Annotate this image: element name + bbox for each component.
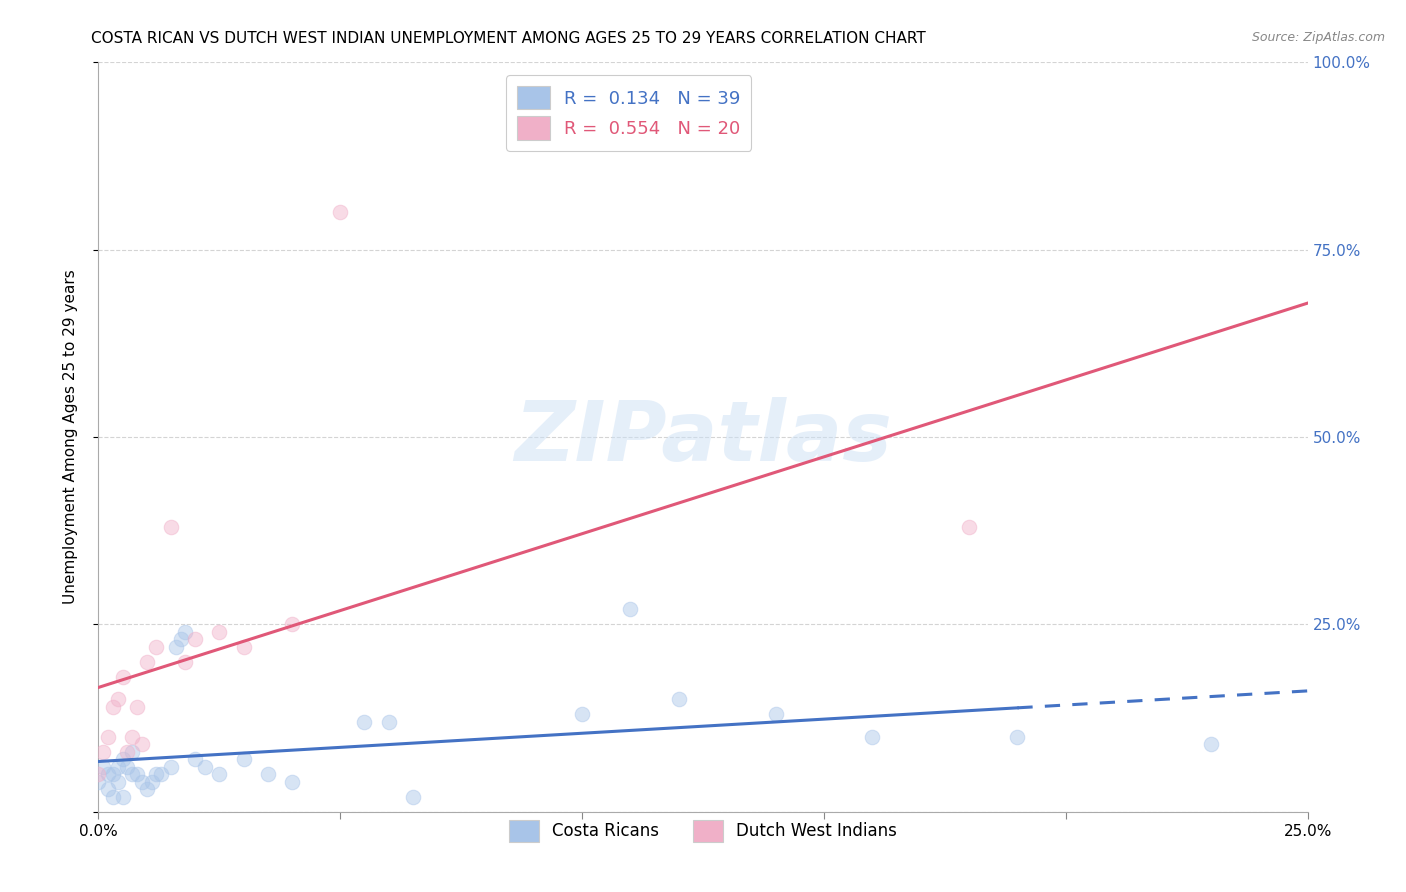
Y-axis label: Unemployment Among Ages 25 to 29 years: Unemployment Among Ages 25 to 29 years	[63, 269, 77, 605]
Point	[135, 782, 157, 797]
Point	[101, 767, 124, 781]
Text: COSTA RICAN VS DUTCH WEST INDIAN UNEMPLOYMENT AMONG AGES 25 TO 29 YEARS CORRELAT: COSTA RICAN VS DUTCH WEST INDIAN UNEMPLO…	[91, 31, 927, 46]
Point	[121, 745, 143, 759]
Point	[174, 655, 197, 669]
Point	[281, 617, 304, 632]
Point	[160, 760, 183, 774]
Point	[91, 760, 114, 774]
Point	[1007, 730, 1029, 744]
Point	[174, 624, 197, 639]
Point	[194, 760, 217, 774]
Point	[121, 767, 143, 781]
Point	[184, 632, 207, 647]
Point	[860, 730, 883, 744]
Point	[91, 745, 114, 759]
Point	[87, 767, 110, 781]
Point	[107, 760, 129, 774]
Point	[208, 767, 231, 781]
Point	[117, 760, 139, 774]
Point	[107, 692, 129, 706]
Point	[256, 767, 278, 781]
Point	[232, 752, 254, 766]
Point	[131, 737, 153, 751]
Point	[165, 640, 187, 654]
Point	[353, 714, 375, 729]
Point	[281, 774, 304, 789]
Legend: Costa Ricans, Dutch West Indians: Costa Ricans, Dutch West Indians	[502, 814, 904, 848]
Point	[121, 730, 143, 744]
Point	[402, 789, 425, 804]
Point	[1199, 737, 1222, 751]
Point	[150, 767, 173, 781]
Point	[145, 640, 167, 654]
Point	[111, 789, 134, 804]
Point	[97, 730, 120, 744]
Point	[668, 692, 690, 706]
Point	[571, 707, 593, 722]
Point	[208, 624, 231, 639]
Point	[111, 752, 134, 766]
Point	[619, 602, 641, 616]
Point	[127, 699, 149, 714]
Point	[141, 774, 163, 789]
Point	[160, 520, 183, 534]
Point	[957, 520, 980, 534]
Point	[169, 632, 191, 647]
Point	[329, 205, 352, 219]
Point	[184, 752, 207, 766]
Point	[101, 699, 124, 714]
Point	[232, 640, 254, 654]
Point	[131, 774, 153, 789]
Point	[377, 714, 399, 729]
Point	[127, 767, 149, 781]
Point	[145, 767, 167, 781]
Point	[107, 774, 129, 789]
Point	[101, 789, 124, 804]
Text: ZIPatlas: ZIPatlas	[515, 397, 891, 477]
Point	[135, 655, 157, 669]
Point	[765, 707, 787, 722]
Text: Source: ZipAtlas.com: Source: ZipAtlas.com	[1251, 31, 1385, 45]
Point	[117, 745, 139, 759]
Point	[87, 774, 110, 789]
Point	[97, 782, 120, 797]
Point	[111, 670, 134, 684]
Point	[97, 767, 120, 781]
